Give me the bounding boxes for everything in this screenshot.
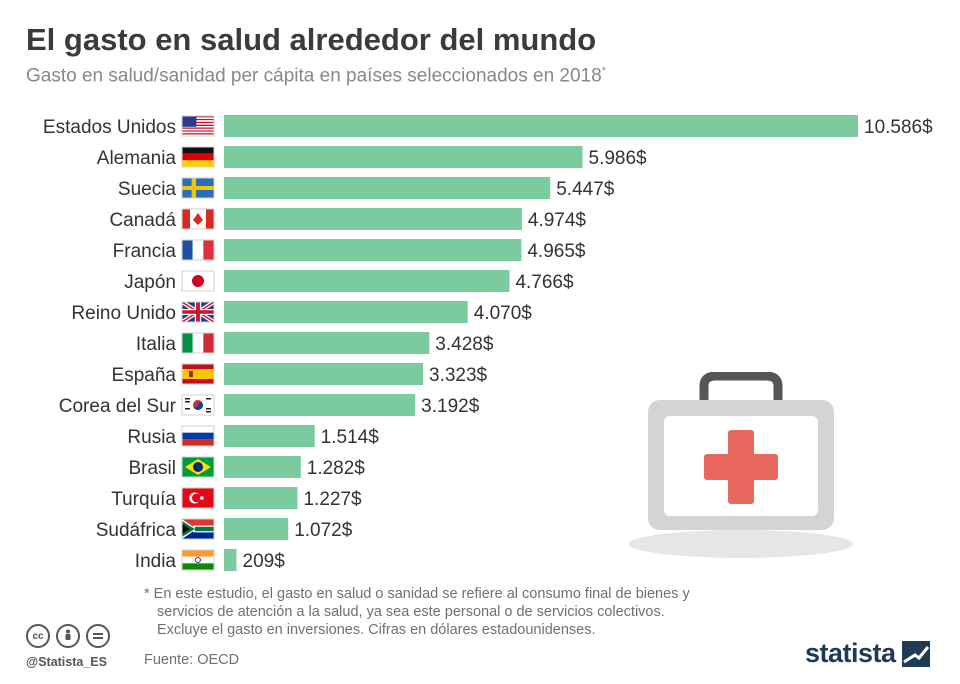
nd-icon: [86, 624, 110, 648]
bar: [224, 115, 858, 137]
bar-row: Turquía 1.227$: [111, 487, 362, 510]
bar: [224, 394, 416, 416]
bar-row: Rusia 1.514$: [127, 425, 379, 448]
bar-row: España 3.323$: [112, 363, 488, 386]
value-label: 4.766$: [515, 272, 574, 293]
kr-flag-icon: [181, 394, 215, 416]
subtitle-text: Gasto en salud/sanidad per cápita en paí…: [26, 65, 602, 87]
value-label: 4.974$: [528, 210, 587, 231]
chart-title: El gasto en salud alrededor del mundo: [26, 22, 597, 57]
bar-row: Alemania 5.986$: [97, 146, 647, 169]
ca-flag-icon: [181, 208, 215, 230]
value-label: 4.070$: [474, 303, 533, 324]
by-icon: [56, 624, 80, 648]
category-label: Corea del Sur: [59, 396, 177, 417]
footnote-line-1: * En este estudio, el gasto en salud o s…: [144, 586, 690, 602]
statista-logo-icon: [901, 640, 930, 667]
bar: [224, 456, 301, 478]
category-label: Japón: [124, 272, 176, 293]
tr-flag-icon: [181, 487, 215, 509]
bar: [224, 332, 430, 354]
category-label: Sudáfrica: [96, 520, 177, 541]
value-label: 3.192$: [421, 396, 480, 417]
bar: [224, 208, 522, 230]
bar-row: Brasil 1.282$: [128, 456, 365, 479]
category-label: España: [112, 365, 177, 386]
bar: [224, 270, 510, 292]
bar-row: Corea del Sur 3.192$: [59, 394, 480, 417]
za-flag-icon: [181, 518, 215, 540]
category-label: Alemania: [97, 148, 177, 169]
bar-row: Italia 3.428$: [136, 332, 494, 355]
footnote-line-2: servicios de atención a la salud, ya sea…: [157, 604, 665, 620]
first-aid-kit-icon: [629, 372, 853, 558]
se-flag-icon: [181, 177, 215, 199]
bar-row: Reino Unido 4.070$: [71, 300, 533, 324]
cc-icon: cc: [26, 624, 50, 648]
value-label: 10.586$: [864, 117, 933, 138]
source-label: Fuente: OECD: [144, 652, 240, 668]
statista-handle: @Statista_ES: [26, 655, 107, 669]
jp-flag-icon: [181, 270, 215, 292]
it-flag-icon: [181, 332, 215, 354]
de-flag-icon: [181, 146, 215, 168]
bar: [224, 425, 315, 447]
es-flag-icon: [181, 363, 215, 385]
category-label: India: [135, 551, 177, 572]
bar-row: Canadá 4.974$: [109, 208, 586, 231]
bar: [224, 487, 298, 509]
in-flag-icon: [181, 549, 215, 571]
footnote: * En este estudio, el gasto en salud o s…: [144, 585, 784, 639]
value-label: 1.282$: [307, 458, 366, 479]
us-flag-icon: [181, 115, 215, 137]
value-label: 3.428$: [435, 334, 494, 355]
bar-chart: Estados Unidos 10.586$ Alemania 5.986$ Sueci…: [43, 115, 933, 572]
bar-row: Sudáfrica 1.072$: [96, 518, 353, 541]
bar: [224, 518, 289, 540]
category-label: Francia: [113, 241, 177, 262]
bar: [224, 549, 237, 571]
value-label: 209$: [243, 551, 286, 572]
bar: [224, 177, 551, 199]
bar-row: Francia 4.965$: [113, 239, 586, 262]
bar-row: Suecia 5.447$: [118, 177, 615, 200]
category-label: Italia: [136, 334, 177, 355]
category-label: Reino Unido: [71, 303, 176, 324]
category-label: Rusia: [127, 427, 176, 448]
chart-subtitle: Gasto en salud/sanidad per cápita en paí…: [26, 65, 606, 87]
statista-logo-text: statista: [805, 638, 896, 668]
value-label: 5.447$: [556, 179, 615, 200]
bar: [224, 363, 424, 385]
br-flag-icon: [181, 456, 215, 478]
footnote-line-3: Excluye el gasto en inversiones. Cifras …: [157, 622, 596, 638]
ru-flag-icon: [181, 425, 215, 447]
bar-row: India 209$: [135, 549, 285, 572]
value-label: 1.072$: [294, 520, 353, 541]
value-label: 3.323$: [429, 365, 488, 386]
subtitle-footnote-marker: *: [601, 65, 606, 77]
statista-logo[interactable]: statista: [805, 638, 930, 669]
fr-flag-icon: [181, 239, 215, 261]
bar: [224, 239, 522, 261]
category-label: Brasil: [128, 458, 176, 479]
value-label: 4.965$: [527, 241, 586, 262]
gb-flag-icon: [180, 300, 216, 324]
category-label: Canadá: [109, 210, 176, 231]
license-icons: cc: [26, 624, 110, 654]
category-label: Suecia: [118, 179, 177, 200]
bar-row: Japón 4.766$: [124, 270, 574, 293]
bar: [224, 301, 468, 323]
value-label: 5.986$: [589, 148, 648, 169]
value-label: 1.227$: [303, 489, 362, 510]
bar-row: Estados Unidos 10.586$: [43, 115, 933, 138]
bar: [224, 146, 583, 168]
value-label: 1.514$: [321, 427, 380, 448]
category-label: Estados Unidos: [43, 117, 176, 138]
category-label: Turquía: [111, 489, 176, 510]
